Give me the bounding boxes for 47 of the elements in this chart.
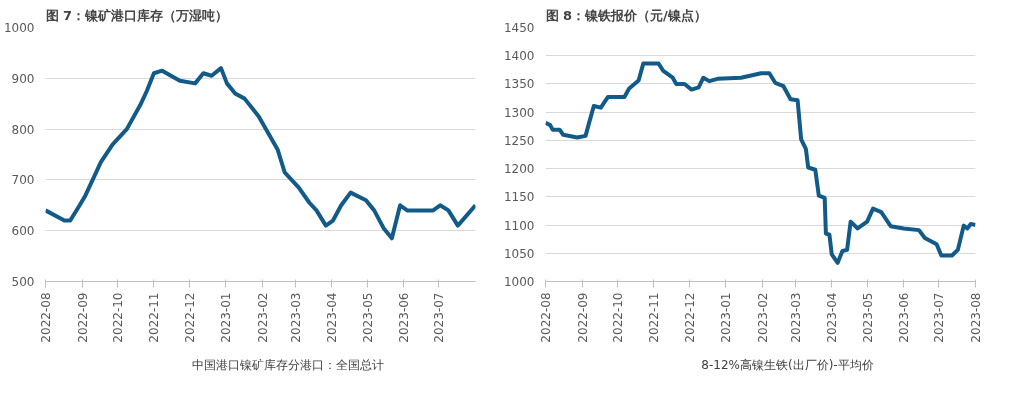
x-tick-label: 2022-10 — [110, 292, 125, 343]
y-tick-label: 1200 — [503, 162, 535, 177]
x-tick-label: 2023-04 — [825, 292, 840, 343]
x-tick-label: 2022-09 — [575, 292, 590, 343]
y-tick-label: 700 — [11, 173, 35, 188]
chart-title: 图 8：镍铁报价（元/镍点） — [545, 7, 707, 23]
x-tick-label: 2023-06 — [897, 292, 912, 343]
x-tick-label: 2022-12 — [182, 292, 197, 343]
x-tick-label: 2022-08 — [539, 292, 553, 343]
line-series — [545, 61, 976, 265]
y-tick-label: 1100 — [503, 218, 535, 233]
y-tick-label: 1400 — [503, 49, 535, 64]
x-tick-label: 2023-06 — [397, 292, 412, 343]
x-tick-label: 2023-05 — [360, 292, 375, 343]
y-tick-label: 900 — [11, 71, 35, 86]
y-tick-label: 1250 — [503, 133, 535, 148]
x-tick-label: 2022-12 — [682, 292, 697, 343]
y-tick-label: 1000 — [3, 21, 35, 35]
x-tick-label: 2023-08 — [969, 292, 983, 343]
x-tick-label: 2023-02 — [255, 292, 270, 343]
y-tick-label: 1450 — [503, 21, 535, 35]
y-tick-label: 1000 — [503, 275, 535, 289]
x-tick-label: 2023-07 — [432, 292, 447, 343]
text: 8-12%高镍生铁(出厂价)-平均价 — [701, 356, 874, 374]
x-tick-label: 2023-03 — [288, 292, 303, 343]
x-tick-label: 2022-09 — [75, 292, 90, 343]
x-tick-label: 2023-07 — [932, 292, 947, 343]
x-tick-label: 2022-11 — [647, 292, 662, 343]
text: 中国港口镍矿库存分港口：全国总计 — [191, 356, 384, 374]
y-tick-label: 1300 — [503, 105, 535, 120]
chart-title: 图 7：镍矿港口库存（万湿吨） — [45, 7, 229, 23]
line-series — [45, 66, 476, 241]
x-tick-label: 2023-01 — [219, 292, 234, 343]
y-tick-label: 600 — [11, 224, 35, 239]
x-tick-label: 2022-10 — [610, 292, 625, 343]
x-tick-label: 2023-05 — [860, 292, 875, 343]
y-tick-label: 1150 — [503, 190, 535, 205]
y-tick-label: 500 — [11, 275, 35, 289]
x-tick-label: 2023-02 — [755, 292, 770, 343]
y-tick-label: 1350 — [503, 77, 535, 92]
x-tick-label: 2023-03 — [788, 292, 803, 343]
x-tick-label: 2022-11 — [147, 292, 162, 343]
x-tick-label: 2022-08 — [39, 292, 53, 343]
y-tick-label: 1050 — [503, 246, 535, 261]
y-tick-label: 800 — [11, 122, 35, 137]
x-tick-label: 2023-04 — [325, 292, 340, 343]
x-tick-label: 2023-01 — [719, 292, 734, 343]
